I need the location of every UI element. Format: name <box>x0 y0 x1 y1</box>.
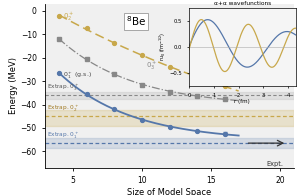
Text: $^8$Be: $^8$Be <box>126 15 146 28</box>
Text: 0$^+_1$ (g.s.): 0$^+_1$ (g.s.) <box>63 71 92 81</box>
Y-axis label: Energy (MeV): Energy (MeV) <box>9 57 18 114</box>
X-axis label: Size of Model Space: Size of Model Space <box>128 188 212 195</box>
Bar <box>45 138 294 148</box>
Text: 0$^+_3$: 0$^+_3$ <box>146 60 157 72</box>
Text: Extrap. 0$^+_3$: Extrap. 0$^+_3$ <box>47 83 80 93</box>
Text: Extrap. 0$^+_2$: Extrap. 0$^+_2$ <box>47 104 80 114</box>
Text: Extrap. 0$^+_1$: Extrap. 0$^+_1$ <box>47 131 80 141</box>
Text: Expt.: Expt. <box>266 161 283 167</box>
X-axis label: r (fm): r (fm) <box>234 99 250 104</box>
Bar <box>45 92 294 99</box>
Title: α+α wavefunctions: α+α wavefunctions <box>214 1 271 6</box>
Text: 0$^+_2$: 0$^+_2$ <box>63 11 74 23</box>
Y-axis label: ru$_0$ (fm$^{-1/2}$): ru$_0$ (fm$^{-1/2}$) <box>158 32 168 61</box>
Bar <box>45 110 294 126</box>
